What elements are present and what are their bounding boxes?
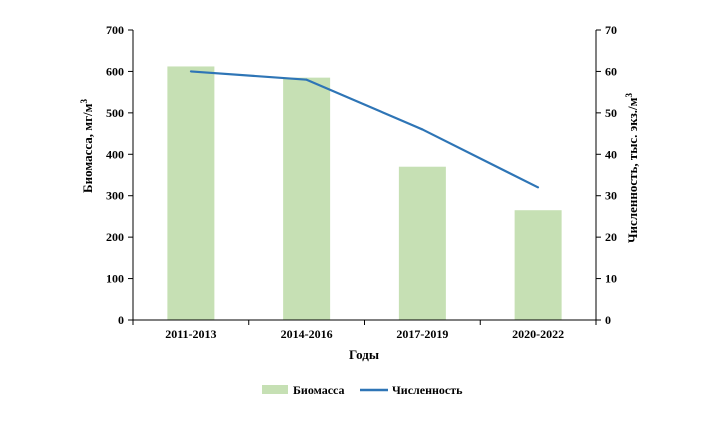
y-axis-right-title: Численность, тыс. экз./м3: [624, 92, 640, 243]
y-axis-left-title-superscript: 3: [79, 98, 89, 103]
bar-2020-2022: [514, 210, 562, 320]
x-tick-label: 2014-2016: [281, 327, 333, 341]
line-point-2020-2022: [537, 186, 540, 189]
line-point-2014-2016: [305, 78, 308, 81]
x-tick-label: 2017-2019: [396, 327, 448, 341]
y-right-tick-label: 20: [605, 230, 617, 244]
y-right-tick-label: 0: [605, 313, 611, 327]
y-right-tick-label: 10: [605, 272, 617, 286]
y-axis-right-title-main: Численность, тыс. экз./м: [625, 97, 640, 243]
y-axis-right-title-superscript: 3: [624, 92, 634, 97]
y-axis-left-title: Биомасса, мг/м3: [79, 98, 95, 193]
y-left-tick-label: 100: [106, 272, 124, 286]
bar-2014-2016: [283, 77, 331, 321]
y-right-tick-label: 70: [605, 23, 617, 37]
bar-2017-2019: [398, 166, 446, 320]
legend-swatch-biomass: [262, 385, 288, 394]
bars-layer: [167, 66, 562, 321]
y-left-tick-label: 500: [106, 106, 124, 120]
y-axis-left-title-main: Биомасса, мг/м: [80, 103, 95, 193]
line-point-2011-2013: [189, 70, 192, 73]
legend: Биомасса Численность: [262, 383, 463, 397]
x-tick-label: 2011-2013: [165, 327, 216, 341]
y-right-tick-label: 60: [605, 64, 617, 78]
y-left-tick-label: 600: [106, 64, 124, 78]
y-left-tick-label: 300: [106, 189, 124, 203]
line-series-abundance: [190, 70, 539, 189]
x-tick-label: 2020-2022: [512, 327, 564, 341]
axes-layer: 0 100 200 300 400 500 600 700 0 10 20 30 40 50 60 70 201…: [106, 23, 617, 341]
y-right-tick-label: 30: [605, 189, 617, 203]
y-left-tick-label: 0: [118, 313, 124, 327]
y-left-tick-label: 400: [106, 147, 124, 161]
y-right-tick-label: 40: [605, 147, 617, 161]
bar-2011-2013: [167, 66, 215, 320]
line-layer: [189, 70, 540, 189]
y-left-tick-label: 200: [106, 230, 124, 244]
y-right-tick-label: 50: [605, 106, 617, 120]
legend-label-abundance: Численность: [392, 383, 463, 397]
y-left-tick-label: 700: [106, 23, 124, 37]
line-point-2017-2019: [421, 128, 424, 131]
x-axis-title: Годы: [349, 347, 379, 362]
legend-label-biomass: Биомасса: [293, 383, 345, 397]
